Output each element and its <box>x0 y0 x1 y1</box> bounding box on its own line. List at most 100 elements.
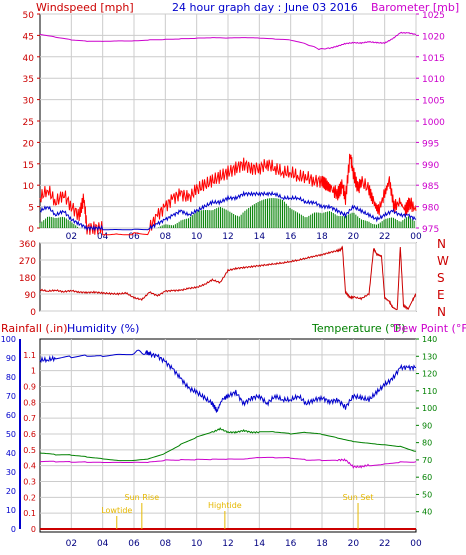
gust-line <box>39 153 417 236</box>
temperature-tick-label: 40 <box>422 508 432 517</box>
rain-tick-label: 0.8 <box>23 398 36 407</box>
temperature-tick-label: 140 <box>422 335 437 344</box>
rain-tick-label: 0.2 <box>23 493 36 502</box>
barometer-tick-label: 985 <box>422 182 439 192</box>
humidity-tick-label: 30 <box>6 468 16 477</box>
wind-x-tick-label: 04 <box>97 232 109 242</box>
humidity-tick-label: 100 <box>1 335 16 344</box>
compass-label: S <box>437 271 445 285</box>
chart-title: 24 hour graph day : June 03 2016 <box>172 1 358 14</box>
event-label: Sun Rise <box>125 493 160 502</box>
barometer-line <box>39 31 417 51</box>
wind-tick-label: 35 <box>23 75 34 85</box>
dewpoint-line <box>40 456 417 469</box>
wind-x-tick-label: 02 <box>66 232 77 242</box>
humidity-axis-title: Humidity (%) <box>67 322 139 335</box>
humidity-tick-label: 0 <box>11 525 16 534</box>
humidity-tick-label: 60 <box>6 411 16 420</box>
barometer-tick-label: 1025 <box>422 11 445 21</box>
series <box>39 31 417 530</box>
barometer-tick-label: 980 <box>422 204 439 214</box>
grid <box>40 13 417 530</box>
temperature-tick-label: 60 <box>422 473 432 482</box>
temp-x-tick-label: 14 <box>254 539 266 549</box>
wind-x-tick-label: 06 <box>128 232 140 242</box>
dewpoint-axis-title: Dew Point (°F) <box>393 322 466 335</box>
wind-x-tick-label: 10 <box>191 232 203 242</box>
temperature-tick-label: 90 <box>422 421 432 430</box>
humidity-tick-label: 40 <box>6 449 16 458</box>
temp-x-tick-label: 16 <box>285 539 297 549</box>
temperature-tick-label: 110 <box>422 387 437 396</box>
humidity-tick-label: 50 <box>6 430 16 439</box>
temperature-tick-label: 100 <box>422 404 437 413</box>
wind-x-tick-label: 00 <box>410 232 422 242</box>
wind-tick-label: 30 <box>23 97 35 107</box>
compass-label: W <box>437 254 449 268</box>
wind-tick-label: 15 <box>23 161 34 171</box>
humidity-tick-label: 90 <box>6 354 16 363</box>
humidity-tick-label: 70 <box>6 392 16 401</box>
direction-tick-label: 270 <box>19 257 36 267</box>
temp-x-tick-label: 00 <box>410 539 422 549</box>
wind-tick-label: 50 <box>23 11 35 21</box>
wind-tick-label: 10 <box>23 182 35 192</box>
rainfall-axis-title: Rainfall (.in) <box>1 322 68 335</box>
temp-x-tick-label: 02 <box>66 539 77 549</box>
temp-x-tick-label: 04 <box>97 539 109 549</box>
wind-x-tick-label: 08 <box>160 232 172 242</box>
axes: 0510152025303540455097598098599099510001… <box>1 11 449 549</box>
compass-label: E <box>437 288 445 302</box>
rain-tick-label: 0.4 <box>23 462 36 471</box>
direction-tick-label: 90 <box>25 291 37 301</box>
direction-tick-label: 360 <box>19 240 36 250</box>
humidity-line <box>39 349 416 413</box>
temp-x-tick-label: 20 <box>348 539 360 549</box>
barometer-tick-label: 975 <box>422 225 439 235</box>
wind-x-tick-label: 20 <box>348 232 360 242</box>
temp-x-tick-label: 10 <box>191 539 203 549</box>
barometer-tick-label: 1010 <box>422 75 445 85</box>
barometer-tick-label: 1000 <box>422 118 445 128</box>
temperature-tick-label: 50 <box>422 490 432 499</box>
rain-tick-label: 0.1 <box>23 509 36 518</box>
wind-x-tick-label: 22 <box>379 232 390 242</box>
wind-tick-label: 25 <box>23 118 34 128</box>
direction-tick-label: 180 <box>19 274 36 284</box>
rain-tick-label: 0.6 <box>23 430 36 439</box>
avg-wind-line <box>39 190 417 232</box>
wind-tick-label: 0 <box>28 225 34 235</box>
barometer-tick-label: 990 <box>422 161 439 171</box>
barometer-tick-label: 1015 <box>422 54 445 64</box>
barometer-axis-title: Barometer [mb] <box>371 1 459 14</box>
temp-x-tick-label: 12 <box>222 539 233 549</box>
event-label: Hightide <box>208 501 242 510</box>
wind-x-tick-label: 12 <box>222 232 233 242</box>
barometer-tick-label: 1005 <box>422 97 445 107</box>
temp-x-tick-label: 08 <box>160 539 172 549</box>
annotations: Lowtide Sun Rise Hightide Sun Set <box>101 493 373 529</box>
event-label: Sun Set <box>343 493 374 502</box>
event-label: Lowtide <box>101 506 132 515</box>
compass-label: N <box>437 305 446 319</box>
temperature-axis-title: Temperature (°F) <box>311 322 406 335</box>
temp-x-tick-label: 06 <box>128 539 140 549</box>
temp-x-tick-label: 22 <box>379 539 390 549</box>
humidity-tick-label: 10 <box>6 506 16 515</box>
windspeed-axis-title: Windspeed [mph] <box>36 1 134 14</box>
temperature-tick-label: 70 <box>422 456 432 465</box>
rain-tick-label: 0.7 <box>23 414 36 423</box>
barometer-tick-label: 1020 <box>422 32 445 42</box>
wind-tick-label: 5 <box>28 204 34 214</box>
temperature-line <box>39 427 417 462</box>
compass-label: N <box>437 237 446 251</box>
rain-tick-label: 1.1 <box>23 351 36 360</box>
rain-tick-label: 1 <box>31 367 36 376</box>
rain-tick-label: 0.5 <box>23 446 36 455</box>
temperature-tick-label: 130 <box>422 352 437 361</box>
wind-x-tick-label: 16 <box>285 232 297 242</box>
humidity-tick-label: 80 <box>6 373 16 382</box>
wind-direction-line <box>39 245 417 311</box>
wind-x-tick-label: 14 <box>254 232 266 242</box>
